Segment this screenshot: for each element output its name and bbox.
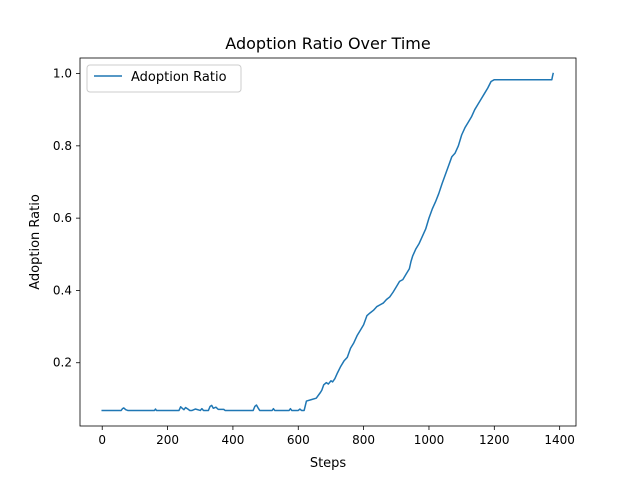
y-axis-label: Adoption Ratio	[28, 194, 43, 290]
x-tick-label: 0	[98, 433, 106, 447]
series-line-adoption-ratio	[101, 72, 555, 412]
y-tick-label: 0.4	[53, 283, 72, 297]
x-axis-label: Steps	[310, 456, 347, 471]
legend: Adoption Ratio	[86, 64, 242, 93]
x-axis-ticks: 0 200 400 600 800 1000 1200 1400	[98, 426, 575, 447]
x-tick-label: 400	[221, 433, 244, 447]
x-tick-label: 1000	[414, 433, 445, 447]
legend-label-adoption-ratio: Adoption Ratio	[131, 70, 227, 85]
x-tick-label: 1200	[479, 433, 510, 447]
x-tick-label: 200	[156, 433, 179, 447]
plot-frame	[79, 57, 577, 427]
legend-box	[86, 64, 242, 93]
y-axis-ticks: 0.2 0.4 0.6 0.8 1.0	[53, 67, 80, 370]
x-tick-label: 800	[352, 433, 375, 447]
y-tick-label: 0.6	[53, 211, 72, 225]
x-tick-label: 600	[287, 433, 310, 447]
chart-title: Adoption Ratio Over Time	[225, 34, 430, 53]
x-tick-label: 1400	[544, 433, 575, 447]
y-tick-label: 0.2	[53, 356, 72, 370]
y-tick-label: 0.8	[53, 139, 72, 153]
plot-area: 0 200 400 600 800 1000 1200 1400 0.2 0.4 0.6 0.8 1.…	[53, 57, 577, 447]
y-tick-label: 1.0	[53, 67, 72, 81]
